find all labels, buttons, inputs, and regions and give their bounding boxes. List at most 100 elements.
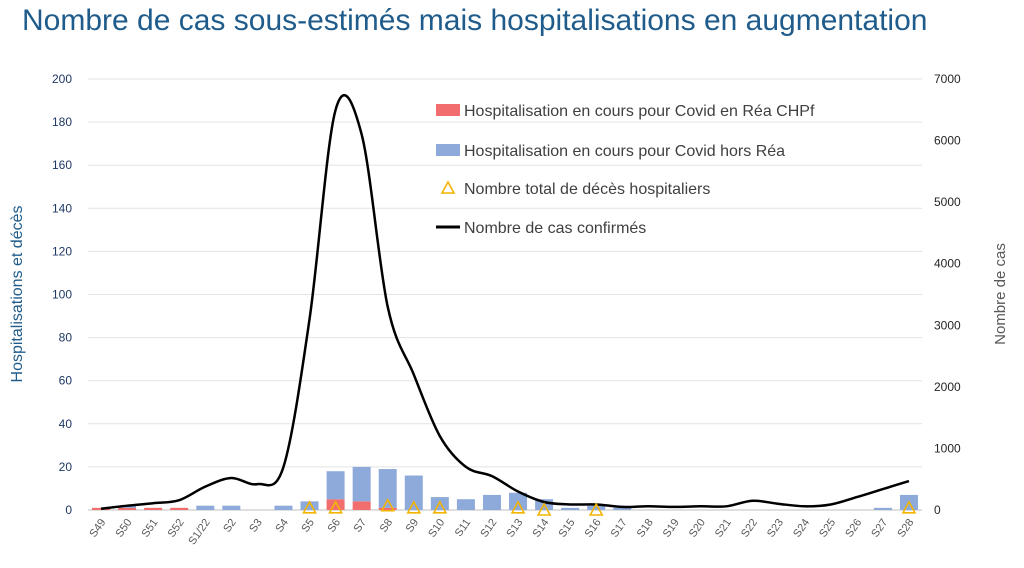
x-tick-label: S49 <box>87 517 108 540</box>
x-tick-label: S1/22 <box>186 517 212 547</box>
bar-hors-rea <box>430 497 449 510</box>
x-tick-label: S4 <box>273 517 291 535</box>
y-left-tick-label: 40 <box>59 417 73 431</box>
bar-hors-rea <box>378 469 397 508</box>
bar-rea <box>92 507 111 510</box>
bar-hors-rea <box>352 466 371 502</box>
chart-title: Nombre de cas sous-estimés mais hospital… <box>22 4 928 37</box>
x-tick-label: S14 <box>530 517 551 540</box>
y-left-tick-label: 180 <box>52 115 72 129</box>
x-tick-label: S18 <box>635 517 656 540</box>
y-right-tick-label: 5000 <box>934 195 961 209</box>
bars-group <box>92 466 918 510</box>
left-axis-ticks: 0 20 40 60 80 100 120 140 160 180 200 <box>52 72 72 517</box>
legend: Hospitalisation en cours pour Covid en R… <box>436 103 815 237</box>
bar-hors-rea <box>561 507 580 510</box>
y-left-tick-label: 140 <box>52 201 72 215</box>
death-marker <box>588 502 604 516</box>
x-tick-label: S28 <box>895 517 916 540</box>
x-tick-label: S17 <box>609 517 630 540</box>
x-tick-label: S26 <box>843 517 864 540</box>
death-marker <box>328 500 343 514</box>
y-right-tick-label: 4000 <box>934 257 961 271</box>
legend-label: Nombre total de décès hospitaliers <box>464 181 710 198</box>
bar-hors-rea <box>300 501 319 510</box>
legend-swatch-deaths <box>440 180 456 194</box>
bar-rea <box>352 501 371 510</box>
bar-hors-rea <box>613 507 632 510</box>
y-left-tick-label: 20 <box>59 460 73 474</box>
y-axis-left-title: Hospitalisations et décès <box>9 206 26 383</box>
x-tick-label: S15 <box>557 517 578 540</box>
bar-hors-rea <box>196 505 215 510</box>
x-tick-label: S27 <box>869 517 890 540</box>
cases-line-group <box>100 94 910 511</box>
bar-hors-rea <box>482 494 501 510</box>
death-marker <box>302 500 317 514</box>
death-marker <box>380 498 396 512</box>
y-right-tick-label: 1000 <box>934 441 961 455</box>
y-right-tick-label: 3000 <box>934 318 961 332</box>
bar-hors-rea <box>456 499 475 510</box>
cases-line <box>100 94 910 511</box>
y-axis-right-title: Nombre de cas <box>992 243 1009 345</box>
x-tick-label: S10 <box>426 517 447 540</box>
y-left-tick-label: 0 <box>65 503 72 517</box>
bar-hors-rea <box>404 475 423 510</box>
legend-label: Nombre de cas confirmés <box>464 220 646 237</box>
bar-rea <box>118 507 137 510</box>
y-left-tick-label: 60 <box>59 374 73 388</box>
deaths-markers-group <box>302 498 917 516</box>
bar-rea <box>378 507 397 510</box>
y-right-tick-label: 0 <box>934 503 941 517</box>
y-left-tick-label: 160 <box>52 158 72 172</box>
bar-hors-rea <box>326 471 345 500</box>
legend-swatch-rea <box>436 104 460 116</box>
x-tick-label: S16 <box>583 517 604 540</box>
y-left-tick-label: 200 <box>52 72 72 86</box>
bar-hors-rea <box>873 507 892 510</box>
x-tick-label: S6 <box>325 517 343 535</box>
death-marker <box>536 502 552 516</box>
x-tick-label: S20 <box>687 517 708 540</box>
legend-label: Hospitalisation en cours pour Covid hors… <box>464 143 785 160</box>
y-right-tick-label: 2000 <box>934 380 961 394</box>
x-tick-label: S21 <box>713 517 734 540</box>
x-tick-label: S2 <box>221 517 239 535</box>
bar-hors-rea <box>274 505 293 510</box>
death-marker <box>432 500 448 514</box>
x-tick-label: S22 <box>739 517 760 540</box>
death-marker <box>901 500 917 514</box>
x-tick-label: S9 <box>404 517 422 535</box>
x-tick-label: S23 <box>765 517 786 540</box>
x-tick-label: S11 <box>453 517 474 539</box>
x-tick-label: S3 <box>247 517 265 535</box>
legend-swatch-hors-rea <box>436 144 460 156</box>
x-tick-label: S5 <box>299 517 317 535</box>
x-tick-label: S19 <box>661 517 682 540</box>
x-axis-ticks: S49 S50 S51 S52 S1/22 S2 S3 S4 S5 S6 S7 S8 S9 S10 S11 S… <box>87 517 916 547</box>
bar-hors-rea <box>222 505 241 510</box>
death-marker <box>406 500 422 514</box>
x-tick-label: S51 <box>140 517 161 540</box>
y-right-tick-label: 6000 <box>934 134 961 148</box>
bar-rea <box>144 507 163 510</box>
x-tick-label: S25 <box>817 517 838 540</box>
y-left-tick-label: 120 <box>52 244 72 258</box>
x-tick-label: S50 <box>113 517 134 540</box>
legend-label: Hospitalisation en cours pour Covid en R… <box>464 103 815 120</box>
bar-rea <box>170 507 189 510</box>
right-axis-ticks: 0 1000 2000 3000 4000 5000 6000 7000 <box>934 72 961 517</box>
x-tick-label: S24 <box>791 517 812 540</box>
y-right-tick-label: 7000 <box>934 72 961 86</box>
x-tick-label: S13 <box>504 517 525 540</box>
gridlines <box>88 78 922 511</box>
x-tick-label: S12 <box>478 517 499 540</box>
x-tick-label: S52 <box>166 517 187 540</box>
death-marker <box>510 500 526 514</box>
bar-hors-rea <box>587 505 606 510</box>
x-tick-label: S7 <box>352 517 370 535</box>
x-tick-label: S8 <box>378 517 396 535</box>
bar-rea <box>326 499 345 510</box>
